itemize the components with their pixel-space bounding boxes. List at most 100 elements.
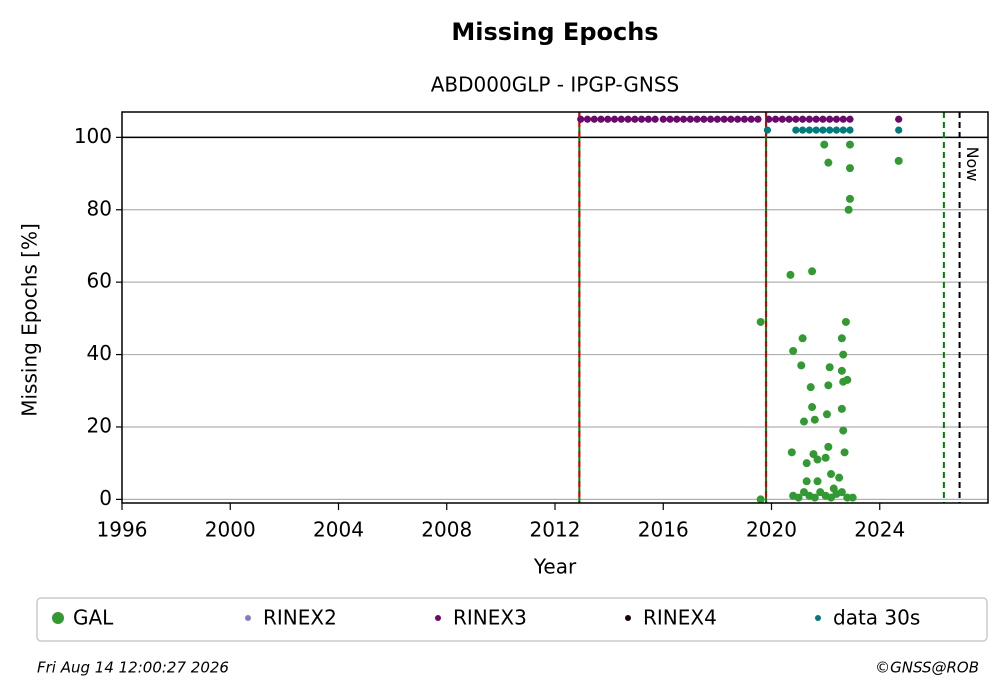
- point: [778, 115, 786, 123]
- point: [809, 450, 818, 459]
- point: [819, 126, 827, 134]
- point: [812, 115, 820, 123]
- point: [832, 115, 841, 123]
- point: [792, 115, 800, 123]
- y-axis-label: Missing Epochs [%]: [18, 223, 42, 417]
- x-axis-label: Year: [533, 555, 577, 579]
- point: [604, 115, 612, 123]
- footer-credit: ©GNSS@ROB: [875, 659, 979, 677]
- point: [824, 442, 833, 451]
- point: [799, 126, 807, 134]
- point: [824, 381, 833, 390]
- point: [794, 493, 803, 502]
- legend-marker: [52, 612, 64, 624]
- point: [638, 115, 646, 123]
- point: [832, 126, 841, 134]
- point: [846, 115, 854, 123]
- point: [824, 158, 833, 167]
- point: [826, 126, 834, 134]
- point: [644, 115, 652, 123]
- point: [799, 115, 807, 123]
- point: [839, 126, 847, 134]
- point: [848, 493, 857, 502]
- point: [895, 126, 903, 134]
- point: [756, 495, 765, 504]
- point: [787, 448, 796, 457]
- legend-label: RINEX2: [263, 606, 337, 630]
- x-tick-label: 2024: [854, 518, 905, 542]
- point: [763, 126, 772, 134]
- point: [835, 473, 844, 482]
- point: [720, 115, 728, 123]
- x-tick-label: 2008: [421, 518, 472, 542]
- point: [771, 115, 780, 123]
- point: [837, 404, 846, 413]
- point: [610, 115, 619, 123]
- x-tick-label: 2004: [313, 518, 364, 542]
- point: [631, 115, 639, 123]
- point: [806, 383, 815, 392]
- point: [845, 140, 854, 149]
- point: [792, 126, 800, 134]
- point: [797, 361, 806, 370]
- y-tick-label: 0: [99, 486, 112, 510]
- point: [895, 115, 903, 123]
- point: [590, 115, 598, 123]
- point: [820, 140, 829, 149]
- point: [583, 115, 592, 123]
- point: [837, 366, 846, 375]
- x-tick-label: 1996: [97, 518, 148, 542]
- point: [785, 115, 793, 123]
- point: [837, 334, 846, 343]
- point: [707, 115, 715, 123]
- point: [845, 194, 854, 203]
- chart-subtitle: ABD000GLP - IPGP-GNSS: [431, 73, 680, 97]
- point: [845, 164, 854, 173]
- y-tick-label: 40: [87, 341, 112, 365]
- point: [812, 126, 820, 134]
- point: [837, 488, 846, 497]
- plot-frame: [121, 111, 989, 504]
- y-tick-label: 60: [87, 269, 112, 293]
- now-label: Now: [963, 147, 982, 182]
- legend-label: RINEX3: [453, 606, 527, 630]
- legend-label: GAL: [73, 606, 114, 630]
- point: [813, 455, 822, 464]
- point: [802, 477, 811, 486]
- point: [786, 270, 795, 279]
- point: [839, 426, 848, 435]
- point: [679, 115, 688, 123]
- legend-label: RINEX4: [643, 606, 717, 630]
- point: [754, 115, 762, 123]
- point: [789, 346, 798, 355]
- point: [894, 156, 903, 165]
- point: [839, 350, 848, 359]
- point: [840, 448, 849, 457]
- point: [822, 410, 831, 419]
- point: [799, 417, 808, 426]
- point: [821, 453, 830, 462]
- y-tick-label: 80: [87, 196, 112, 220]
- point: [624, 115, 632, 123]
- point: [839, 115, 847, 123]
- legend-box: [36, 597, 988, 642]
- y-tick-label: 20: [87, 413, 112, 437]
- point: [819, 115, 827, 123]
- point: [597, 115, 605, 123]
- point: [826, 115, 834, 123]
- point: [659, 115, 667, 123]
- legend-marker: [815, 615, 821, 621]
- point: [808, 403, 817, 412]
- point: [693, 115, 701, 123]
- x-tick-label: 2020: [746, 518, 797, 542]
- point: [827, 470, 836, 479]
- point: [740, 115, 749, 123]
- point: [651, 115, 659, 123]
- point: [846, 126, 854, 134]
- point: [810, 493, 819, 502]
- point: [700, 115, 708, 123]
- point: [810, 415, 819, 424]
- point: [765, 115, 773, 123]
- point: [577, 115, 585, 123]
